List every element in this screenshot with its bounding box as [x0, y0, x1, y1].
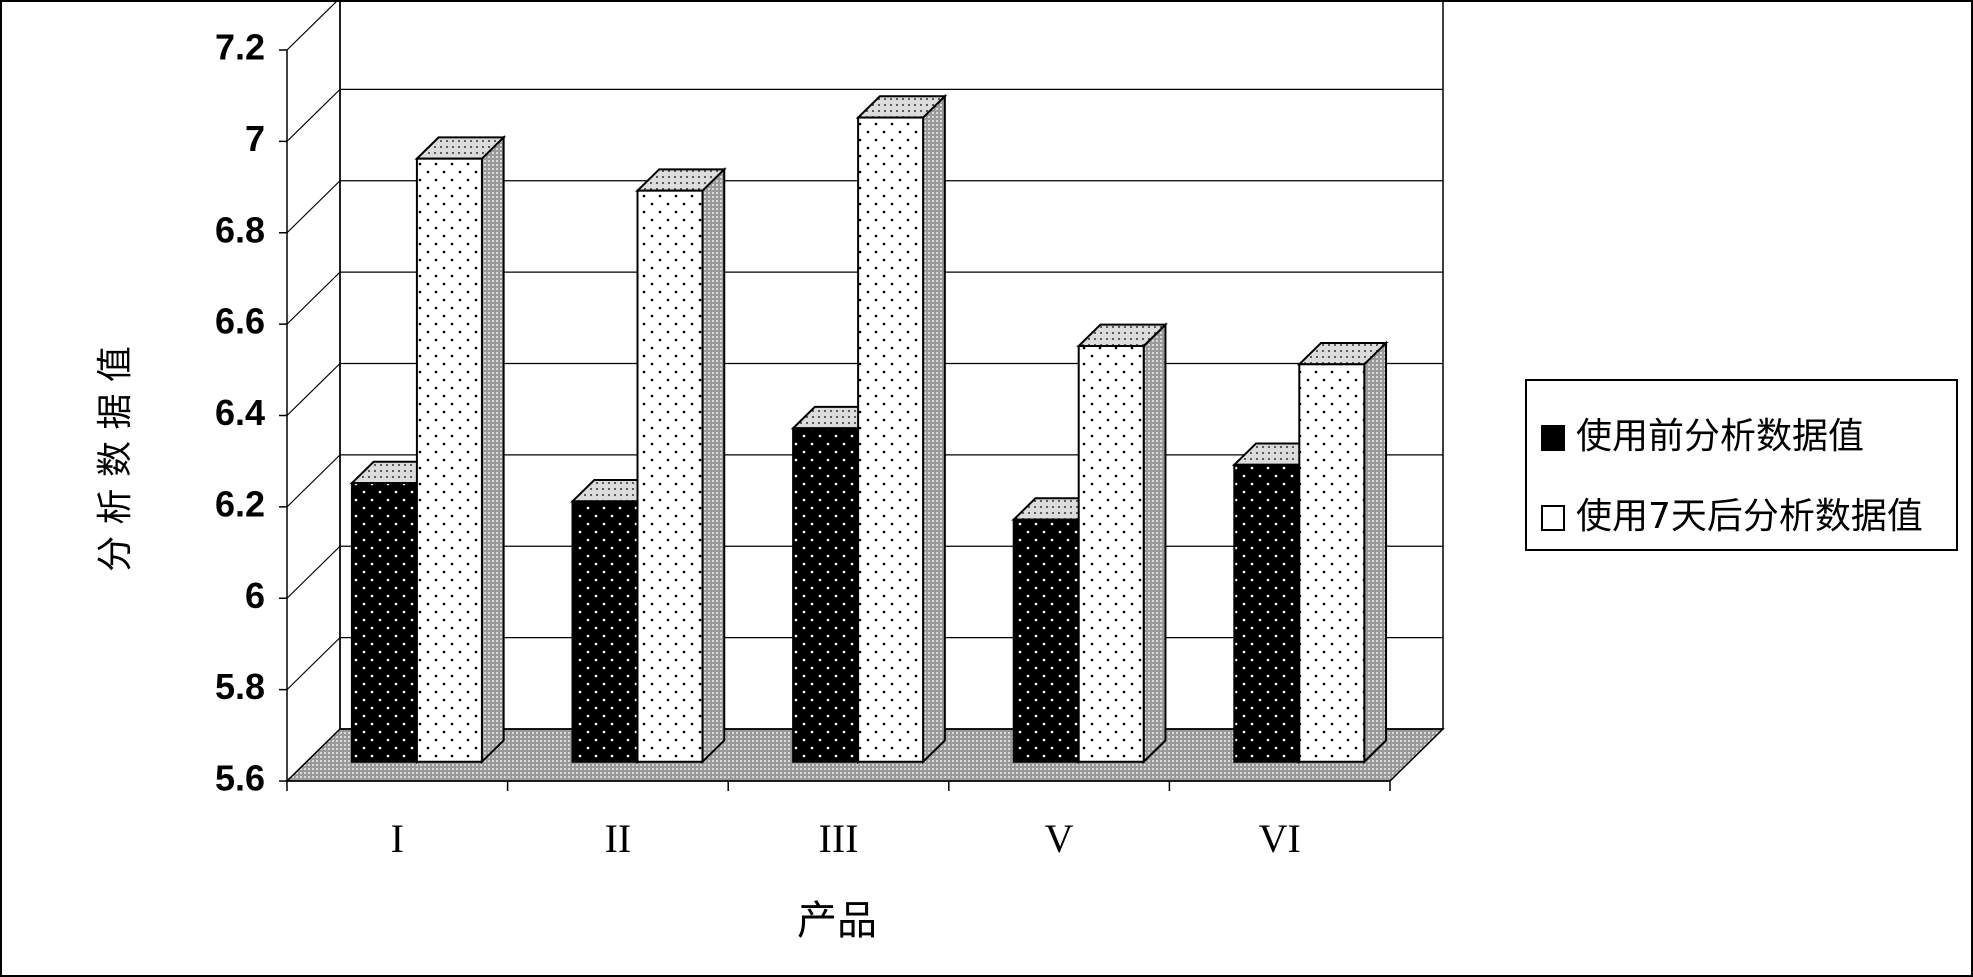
bar-side [923, 96, 945, 762]
bar [573, 501, 638, 761]
y-tick-label: 7.2 [215, 27, 265, 68]
bar [352, 483, 417, 762]
y-tick-label: 6.2 [215, 483, 265, 524]
bar [793, 428, 858, 762]
grid-line [287, 272, 340, 324]
x-tick-label: III [819, 816, 859, 861]
y-tick-label: 5.6 [215, 758, 265, 799]
legend-label: 使用7天后分析数据值 [1576, 496, 1923, 537]
grid-line [287, 455, 340, 507]
x-tick-label: II [605, 816, 632, 861]
bar [1234, 465, 1299, 762]
legend-swatch [1542, 506, 1564, 530]
bar [417, 159, 482, 762]
y-tick-label: 6.6 [215, 301, 265, 342]
bar [858, 118, 923, 762]
grid-line [287, 0, 340, 50]
x-tick-label: V [1045, 816, 1074, 861]
x-tick-label: VI [1259, 816, 1301, 861]
bar [638, 191, 703, 762]
legend-swatch [1542, 426, 1564, 450]
grid-line [287, 364, 340, 416]
grid-line [287, 181, 340, 233]
bar-side [482, 137, 504, 761]
bar [1079, 346, 1144, 762]
y-tick-label: 5.8 [215, 666, 265, 707]
bar [1299, 364, 1364, 761]
y-axis-title: 分 析 数 据 值 [95, 346, 136, 572]
grid-line [287, 89, 340, 141]
y-tick-label: 6.4 [215, 392, 265, 433]
y-tick-label: 6 [245, 575, 265, 616]
bar-side [1364, 343, 1386, 762]
bar-side [703, 169, 725, 761]
x-tick-label: I [391, 816, 404, 861]
y-tick-label: 6.8 [215, 209, 265, 250]
grid-line [287, 546, 340, 598]
bar-side [1144, 325, 1166, 762]
grid-line [287, 638, 340, 690]
y-tick-label: 7 [245, 118, 265, 159]
x-axis-title: 产品 [797, 898, 877, 943]
bar [1014, 520, 1079, 762]
legend-label: 使用前分析数据值 [1576, 416, 1864, 457]
